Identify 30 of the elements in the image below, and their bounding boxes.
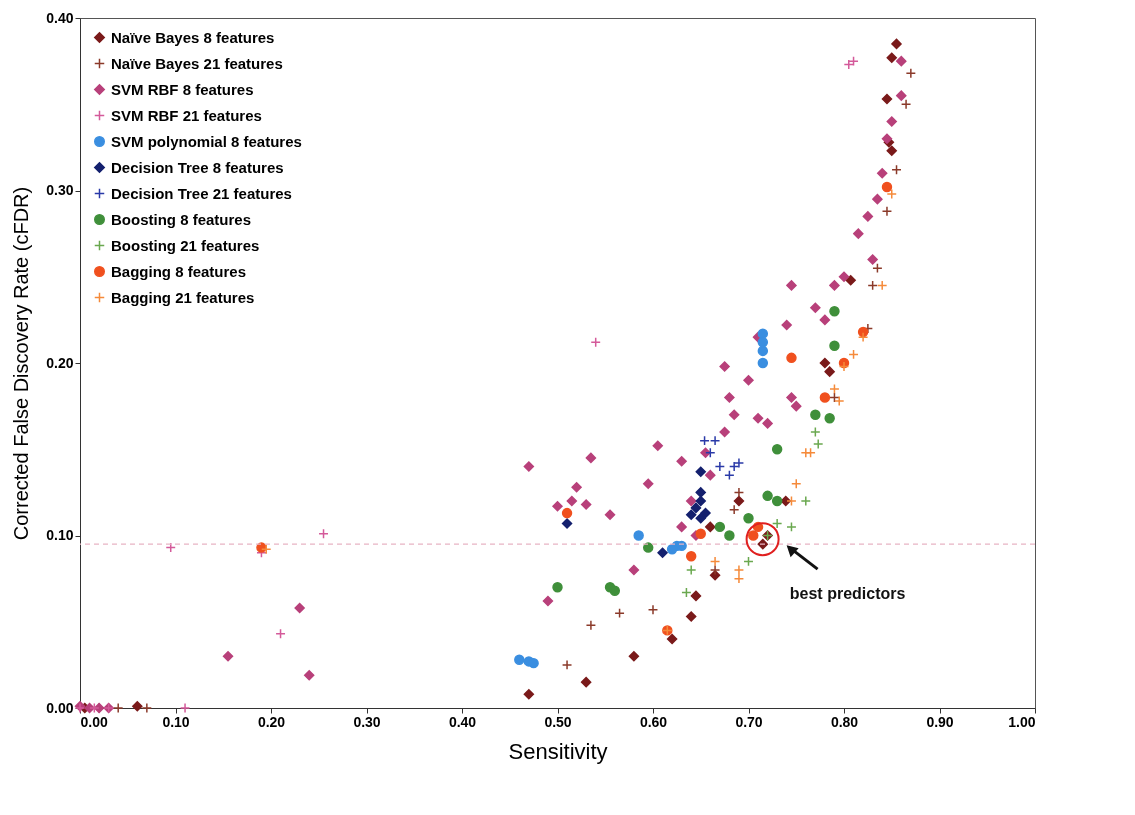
x-tick-label: 0.50	[544, 713, 572, 730]
x-tick-label: 0.30	[353, 713, 381, 730]
y-tick-label: 0.10	[46, 527, 74, 543]
x-axis-title: Sensitivity	[508, 738, 608, 764]
legend-label: SVM RBF 8 features	[111, 80, 254, 98]
x-tick-label: 0.80	[830, 713, 859, 730]
legend-label: Decision Tree 21 features	[111, 184, 292, 202]
legend-label: Bagging 8 features	[111, 262, 247, 280]
x-tick-label: 0.40	[448, 713, 477, 730]
legend-label: Boosting 21 features	[111, 236, 260, 254]
annotation: best predictors	[789, 585, 906, 603]
x-tick-label: 0.90	[926, 713, 954, 730]
x-tick-label: 0.70	[735, 713, 763, 730]
x-tick-label: 1.00	[1008, 713, 1036, 730]
legend-label: Boosting 8 features	[111, 210, 252, 228]
y-tick-label: 0.20	[46, 354, 74, 371]
x-tick-label: 0.00	[80, 713, 108, 730]
x-tick-label: 0.10	[162, 713, 190, 730]
legend-label: SVM RBF 21 features	[111, 106, 262, 124]
legend-label: Naïve Bayes 8 features	[111, 28, 275, 46]
x-tick-label: 0.60	[639, 713, 668, 730]
y-tick-label: 0.30	[46, 182, 74, 198]
legend-label: Naïve Bayes 21 features	[111, 54, 283, 72]
y-tick-label: 0.40	[46, 9, 74, 26]
y-axis-title: Corrected False Discovery Rate (cFDR)	[10, 186, 33, 541]
legend-label: Bagging 21 features	[111, 288, 255, 306]
legend-label: Decision Tree 8 features	[111, 158, 284, 176]
y-tick-label: 0.00	[46, 699, 74, 716]
x-tick-label: 0.20	[257, 713, 286, 730]
legend-label: SVM polynomial 8 features	[111, 132, 302, 150]
